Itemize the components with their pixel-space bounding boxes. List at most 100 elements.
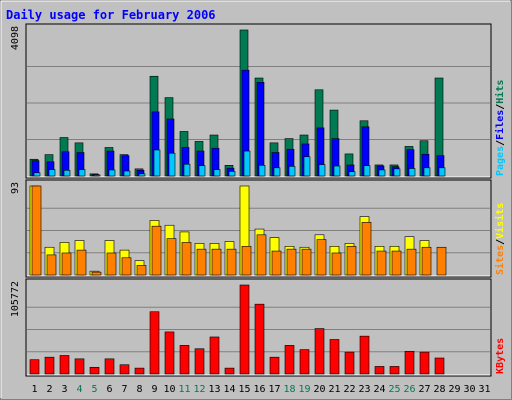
bar-kbytes-day-12 [194,348,205,375]
x-tick-label: 30 [463,384,475,395]
bar-sites-day-3 [61,252,72,276]
x-tick-label: 13 [208,384,220,395]
x-tick-label: 18 [283,384,295,395]
bar-kbytes-day-20 [314,328,325,375]
bar-pages-day-16 [258,165,266,177]
bar-pages-day-22 [348,171,356,177]
bar-kbytes-day-28 [434,357,445,375]
bar-kbytes-day-18 [284,345,295,375]
x-tick-label: 4 [76,384,82,395]
bar-sites-day-24 [376,250,387,276]
x-tick-label: 20 [313,384,325,395]
bar-sites-day-18 [286,248,297,276]
series-label-part: Hits [494,80,506,104]
bar-sites-day-25 [391,250,402,276]
bar-pages-day-28 [438,167,446,177]
x-tick-label: 22 [343,384,355,395]
bar-pages-day-9 [153,149,161,177]
bar-pages-day-23 [363,165,371,177]
bar-kbytes-day-2 [44,356,55,375]
bar-sites-day-12 [196,248,207,276]
bar-pages-day-15 [243,150,251,177]
y-max-label: 105772 [10,281,21,317]
x-tick-label: 11 [178,384,190,395]
bar-pages-day-5 [93,174,101,177]
x-tick-label: 3 [61,384,67,395]
bar-kbytes-day-27 [419,351,430,375]
bar-kbytes-day-14 [224,367,235,375]
bar-sites-day-22 [346,245,357,276]
series-label: Pages/Files/Hits [494,80,506,176]
x-tick-label: 5 [91,384,97,395]
bar-sites-day-13 [211,248,222,276]
x-tick-label: 31 [478,384,490,395]
bar-kbytes-day-5 [89,366,100,375]
panel-3: 105772 KBytes [10,278,506,377]
x-tick-label: 10 [163,384,175,395]
bar-sites-day-10 [166,238,177,276]
bar-sites-day-28 [436,246,447,276]
bar-pages-day-4 [78,169,86,177]
bar-pages-day-27 [423,167,431,177]
bar-pages-day-2 [48,169,56,177]
bar-kbytes-day-17 [269,356,280,375]
bar-kbytes-day-4 [74,358,85,375]
bar-sites-day-8 [136,265,147,276]
bar-kbytes-day-11 [179,345,190,375]
bar-sites-day-26 [406,248,417,276]
bar-pages-day-7 [123,170,131,177]
bar-pages-day-25 [393,168,401,177]
series-label-part: / [495,104,506,110]
y-max-label: 4098 [10,26,21,50]
bar-pages-day-17 [273,167,281,177]
panel-1: 4098 Pages/Files/Hits [10,23,506,179]
series-label-part: Files [494,110,506,140]
x-tick-label: 25 [388,384,400,395]
bar-kbytes-day-13 [209,336,220,375]
x-tick-label: 6 [106,384,112,395]
bar-pages-day-12 [198,165,206,177]
series-label: KBytes [495,338,506,374]
bar-sites-day-1 [31,185,42,276]
bar-sites-day-5 [91,271,102,276]
bar-sites-day-15 [241,245,252,276]
x-tick-label: 12 [193,384,205,395]
series-label-part: Sites [494,245,506,275]
bar-pages-day-8 [138,173,146,177]
bar-sites-day-2 [46,254,57,276]
bar-pages-day-14 [228,171,236,177]
bar-pages-day-11 [183,163,191,177]
x-tick-label: 23 [358,384,370,395]
x-tick-label: 16 [253,384,265,395]
bar-sites-day-23 [361,222,372,276]
chart-panels: 4098Pages/Files/Hits93Sites/Visits105772… [10,23,506,377]
series-label-part: KBytes [495,338,506,374]
bar-kbytes-day-1 [29,359,40,375]
chart-title: Daily usage for February 2006 [6,8,216,22]
x-tick-label: 27 [418,384,430,395]
x-tick-label: 19 [298,384,310,395]
bar-pages-day-26 [408,168,416,177]
bar-sites-day-11 [181,242,192,276]
y-max-label: 93 [10,182,21,194]
x-tick-label: 17 [268,384,280,395]
bar-pages-day-20 [318,164,326,177]
bar-sites-day-27 [421,246,432,276]
bar-sites-day-16 [256,234,267,276]
bar-kbytes-day-16 [254,303,265,375]
bar-pages-day-19 [303,156,311,177]
x-tick-label: 9 [151,384,157,395]
bar-kbytes-day-21 [329,339,340,375]
bar-pages-day-3 [63,169,71,177]
bar-kbytes-day-7 [119,364,130,375]
bar-kbytes-day-19 [299,349,310,375]
x-tick-label: 14 [223,384,235,395]
bar-sites-day-7 [121,257,132,276]
bar-sites-day-6 [106,252,117,276]
x-tick-label: 7 [121,384,127,395]
bar-pages-day-6 [108,169,116,177]
bar-sites-day-21 [331,252,342,276]
bar-kbytes-day-23 [359,335,370,375]
x-tick-label: 15 [238,384,250,395]
